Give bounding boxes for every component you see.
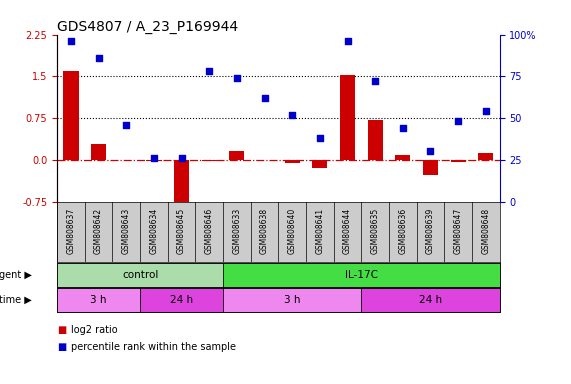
Text: GSM808633: GSM808633: [232, 208, 242, 254]
Bar: [57, 263, 223, 287]
Point: [122, 122, 131, 128]
Bar: [223, 288, 361, 312]
Text: GSM808637: GSM808637: [66, 208, 75, 254]
Text: agent ▶: agent ▶: [0, 270, 31, 280]
Point: [94, 55, 103, 61]
Text: GSM808634: GSM808634: [150, 208, 158, 254]
Text: control: control: [122, 270, 158, 280]
Bar: [91, 144, 106, 160]
Point: [426, 148, 435, 154]
Text: GSM808641: GSM808641: [315, 208, 324, 254]
Text: GDS4807 / A_23_P169944: GDS4807 / A_23_P169944: [57, 20, 238, 33]
Text: 3 h: 3 h: [90, 295, 107, 305]
Bar: [284, 160, 300, 163]
Bar: [140, 288, 223, 312]
Point: [150, 155, 159, 161]
Text: log2 ratio: log2 ratio: [71, 325, 118, 335]
Point: [204, 68, 214, 74]
Point: [288, 112, 297, 118]
Point: [398, 125, 407, 131]
Text: 24 h: 24 h: [419, 295, 442, 305]
Point: [66, 38, 75, 44]
Bar: [478, 153, 493, 160]
Bar: [146, 160, 162, 161]
Text: GSM808648: GSM808648: [481, 208, 490, 254]
Point: [481, 108, 490, 114]
Bar: [423, 160, 438, 175]
Text: 3 h: 3 h: [284, 295, 300, 305]
Text: GSM808640: GSM808640: [288, 208, 297, 254]
Text: 24 h: 24 h: [170, 295, 193, 305]
Bar: [202, 160, 217, 161]
Bar: [174, 160, 189, 213]
Bar: [312, 160, 327, 168]
Text: GSM808636: GSM808636: [399, 208, 407, 254]
Bar: [451, 160, 466, 162]
Text: GSM808643: GSM808643: [122, 208, 131, 254]
Text: GSM808639: GSM808639: [426, 208, 435, 254]
Point: [453, 118, 463, 124]
Text: time ▶: time ▶: [0, 295, 31, 305]
Text: GSM808638: GSM808638: [260, 208, 269, 254]
Text: ■: ■: [57, 342, 66, 352]
Text: percentile rank within the sample: percentile rank within the sample: [71, 342, 236, 352]
Bar: [395, 156, 411, 160]
Text: GSM808647: GSM808647: [453, 208, 463, 254]
Point: [315, 135, 324, 141]
Text: GSM808644: GSM808644: [343, 208, 352, 254]
Point: [343, 38, 352, 44]
Bar: [57, 288, 140, 312]
Text: GSM808642: GSM808642: [94, 208, 103, 254]
Text: IL-17C: IL-17C: [345, 270, 378, 280]
Text: GSM808635: GSM808635: [371, 208, 380, 254]
Bar: [230, 151, 244, 160]
Point: [232, 75, 242, 81]
Point: [371, 78, 380, 84]
Bar: [340, 75, 355, 160]
Text: GSM808645: GSM808645: [177, 208, 186, 254]
Text: ■: ■: [57, 325, 66, 335]
Text: GSM808646: GSM808646: [205, 208, 214, 254]
Bar: [63, 71, 79, 160]
Point: [177, 155, 186, 161]
Point: [260, 95, 269, 101]
Bar: [361, 288, 500, 312]
Bar: [368, 120, 383, 160]
Bar: [223, 263, 500, 287]
